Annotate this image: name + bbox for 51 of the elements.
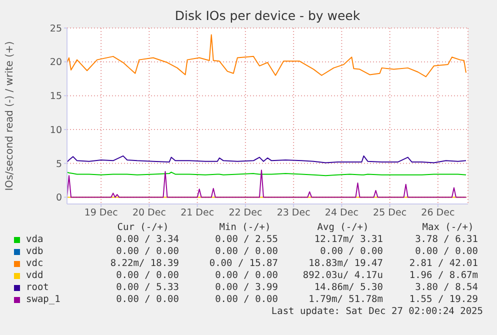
y-tick-label: 5 — [56, 158, 62, 170]
y-axis-title: IOs/second read (-) / write (+) — [4, 41, 16, 191]
text: 0.00 / 0.00 — [116, 270, 179, 281]
text: 14.86m/ 5.30 — [314, 282, 383, 293]
text: 3.80 / 8.54 — [415, 282, 478, 293]
x-tick-label: 24 Dec — [324, 208, 358, 219]
text: 18.83m/ 19.47 — [308, 258, 383, 269]
y-tick-label: 15 — [50, 91, 62, 102]
x-tick-label: 21 Dec — [180, 208, 214, 219]
text: 892.03u/ 4.17u — [302, 270, 383, 281]
text: 3.78 / 6.31 — [415, 234, 478, 245]
text: Last update: Sat Dec 27 02:00:24 2025 — [271, 306, 483, 317]
text: 0.00 / 0.00 — [415, 246, 478, 257]
text: 12.17m/ 3.31 — [314, 234, 383, 245]
x-tick-label: 23 Dec — [276, 208, 310, 219]
x-tick-label: 22 Dec — [228, 208, 262, 219]
text: 0.00 / 0.00 — [215, 294, 278, 305]
legend-label: vdc — [26, 258, 44, 269]
text: 1.96 / 8.67m — [409, 270, 478, 281]
y-tick-label: 0 — [56, 192, 62, 204]
x-tick-label: 26 Dec — [421, 208, 455, 219]
y-tick-label: 10 — [50, 124, 62, 136]
text: 1.55 / 19.29 — [409, 294, 478, 305]
x-tick-label: 25 Dec — [373, 208, 407, 219]
text: 0.00 / 5.33 — [116, 282, 179, 293]
x-tick-label: 19 Dec — [84, 208, 118, 219]
legend-label: swap_1 — [26, 294, 60, 305]
y-tick-label: 20 — [50, 57, 62, 68]
text: 0.00 / 3.34 — [116, 234, 179, 245]
text: Max (-/+) — [422, 222, 474, 233]
text: 0.00 / 0.00 — [215, 270, 278, 281]
text: 8.22m/ 18.39 — [110, 258, 179, 269]
text: Min (-/+) — [219, 222, 271, 233]
text: 2.81 / 42.01 — [409, 258, 478, 269]
legend-label: vdd — [26, 270, 44, 281]
text: 0.00 / 0.00 — [116, 294, 179, 305]
text: Avg (-/+) — [317, 222, 369, 233]
text: 0.00 / 3.99 — [215, 282, 278, 293]
legend-label: vda — [26, 234, 44, 245]
x-tick-label: 20 Dec — [132, 208, 166, 219]
text: 0.00 / 0.00 — [116, 246, 179, 257]
text: 0.00 / 2.55 — [215, 234, 278, 245]
text: 0.00 / 0.00 — [215, 246, 278, 257]
chart-title: Disk IOs per device - by week — [174, 8, 362, 23]
text: 1.79m/ 51.78m — [308, 294, 383, 305]
legend-label: root — [26, 282, 49, 293]
text: 0.00 / 0.00 — [320, 246, 383, 257]
text: Cur (-/+) — [117, 222, 169, 233]
text: 0.00 / 15.87 — [209, 258, 278, 269]
y-tick-label: 25 — [50, 23, 62, 34]
legend-label: vdb — [26, 246, 44, 257]
